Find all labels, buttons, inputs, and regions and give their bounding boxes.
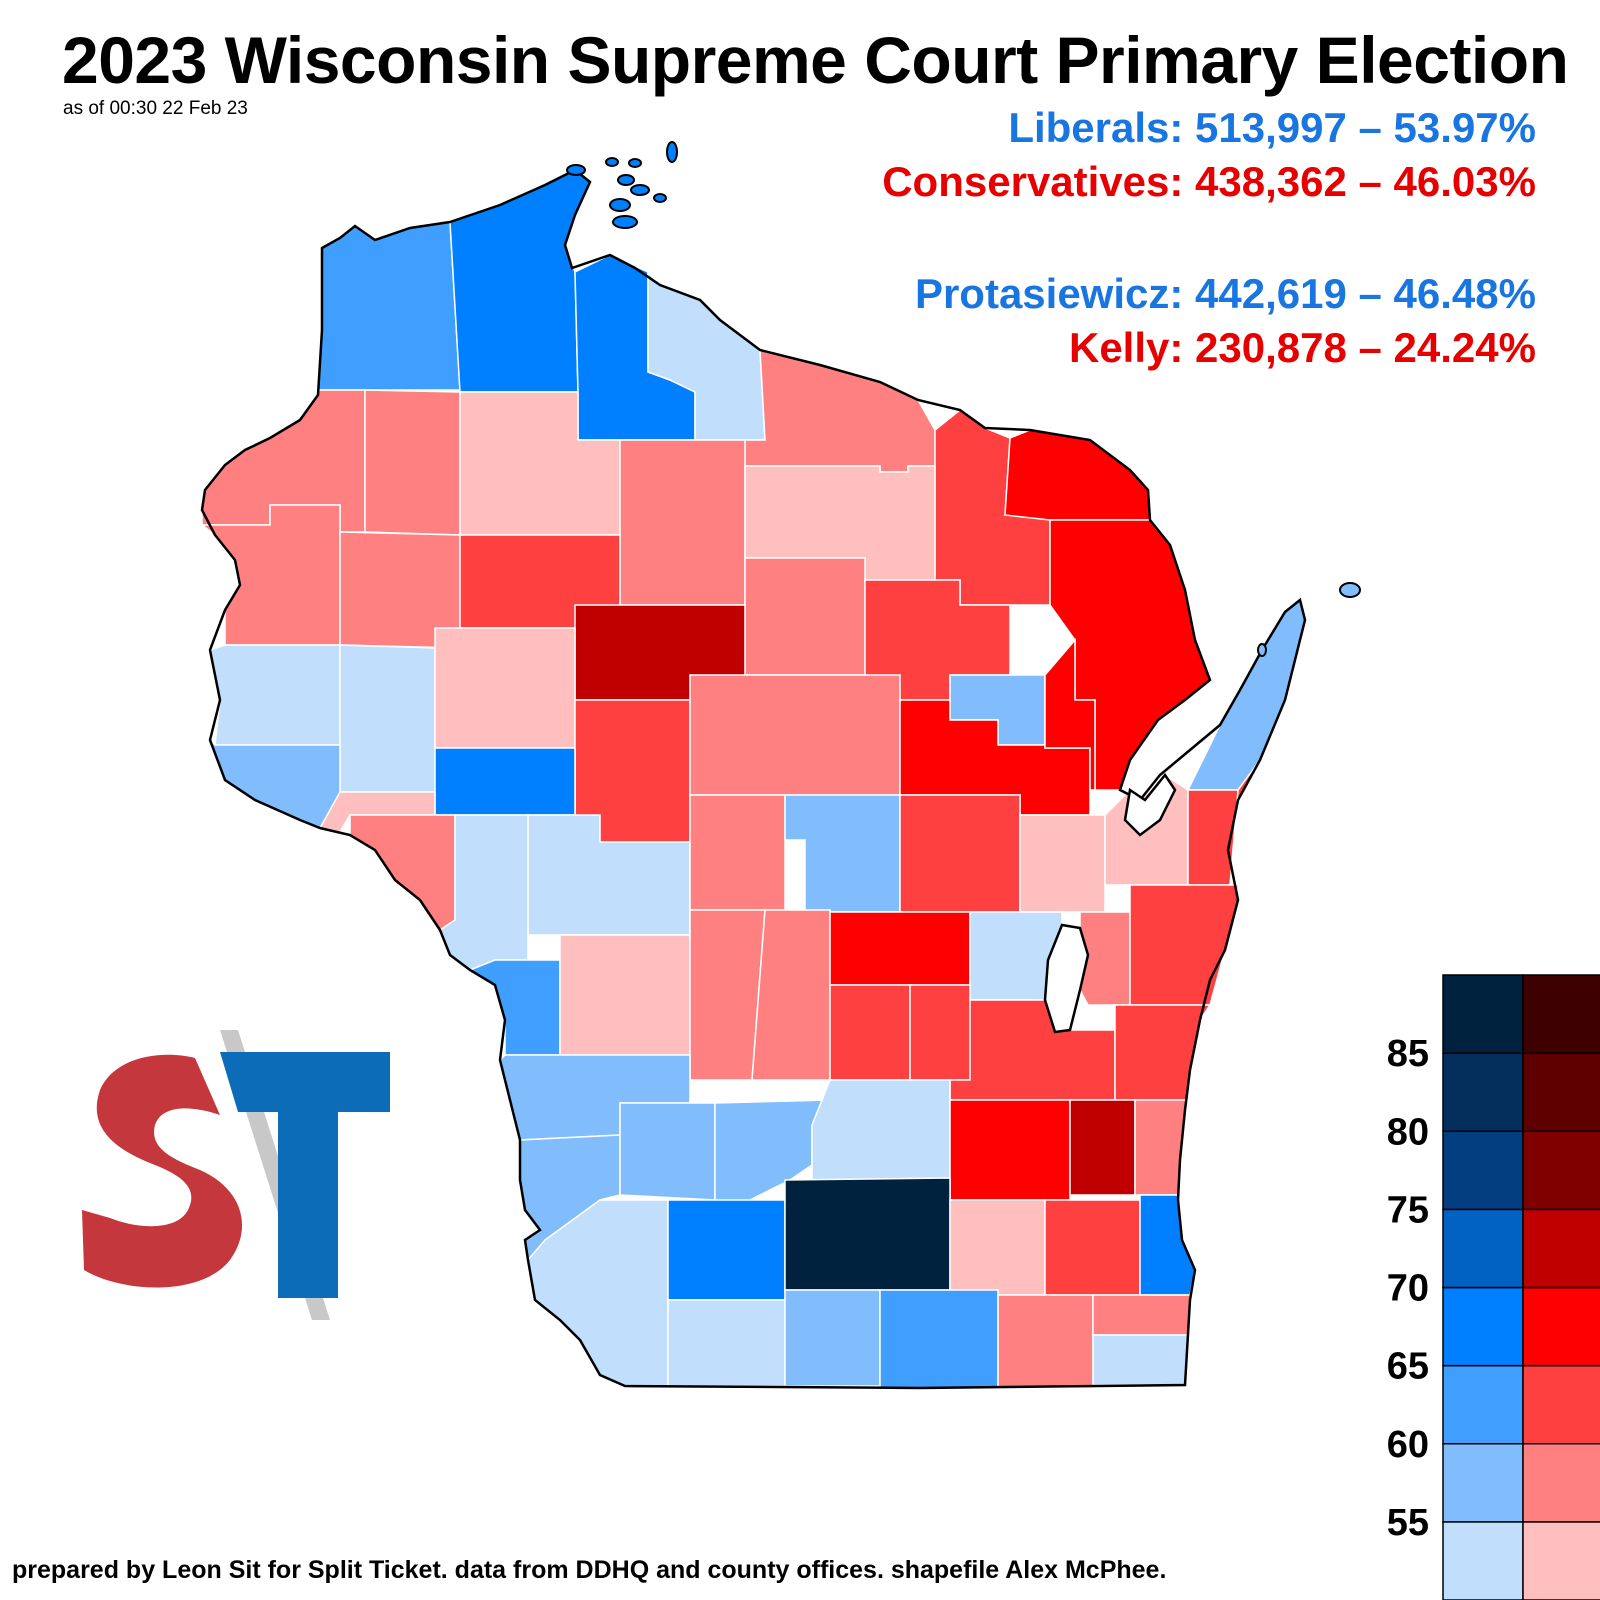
legend-red-swatch [1522, 1521, 1600, 1600]
legend-red-swatch [1522, 1052, 1600, 1132]
legend-blue-swatch [1442, 1443, 1524, 1523]
legend-blue-swatch [1442, 1364, 1524, 1445]
state-outline [200, 168, 1307, 1390]
legend-blue-swatch [1442, 1286, 1524, 1367]
timestamp: as of 00:30 22 Feb 23 [63, 98, 248, 119]
legend-red-swatch [1522, 1364, 1600, 1445]
legend-tick-label: 85 [1387, 1033, 1429, 1075]
legend-blue-swatch [1442, 1052, 1524, 1132]
logo-t [220, 1052, 390, 1298]
legend-tick-label: 60 [1387, 1424, 1429, 1466]
legend-blue-swatch [1442, 974, 1524, 1054]
county-walworth [997, 1294, 1094, 1389]
legend-blue-swatch [1442, 1521, 1524, 1600]
legend-blue-swatch [1442, 1130, 1524, 1211]
county-oconto [1044, 637, 1096, 791]
page-title: 2023 Wisconsin Supreme Court Primary Ele… [62, 23, 1569, 97]
door-peninsula-islands [1257, 582, 1361, 657]
legend-tick-label: 65 [1387, 1346, 1429, 1388]
green-bay-water [1123, 772, 1177, 837]
split-ticket-logo [82, 1030, 390, 1320]
legend-red-swatch [1522, 1443, 1600, 1523]
legend-blue-swatch [1442, 1208, 1524, 1289]
legend-red-swatch [1522, 1130, 1600, 1211]
legend-red-swatch [1522, 974, 1600, 1054]
protasiewicz-total: Protasiewicz: 442,619 – 46.48% [914, 270, 1536, 317]
legend-red-swatch [1522, 1286, 1600, 1367]
apostle-islands [566, 141, 678, 229]
logo-s [82, 1054, 243, 1288]
legend-tick-label: 75 [1387, 1189, 1429, 1231]
lake-winnebago [1043, 923, 1090, 1034]
legend-tick-label: 70 [1387, 1268, 1429, 1310]
credits-footer: prepared by Leon Sit for Split Ticket. d… [12, 1556, 1167, 1584]
legend-tick-label: 80 [1387, 1111, 1429, 1153]
kelly-total: Kelly: 230,878 – 24.24% [1068, 324, 1536, 371]
conservatives-total: Conservatives: 438,362 – 46.03% [882, 158, 1536, 205]
liberals-total: Liberals: 513,997 – 53.97% [1008, 104, 1536, 151]
legend-tick-label: 55 [1387, 1502, 1429, 1544]
legend-red-swatch [1522, 1208, 1600, 1289]
